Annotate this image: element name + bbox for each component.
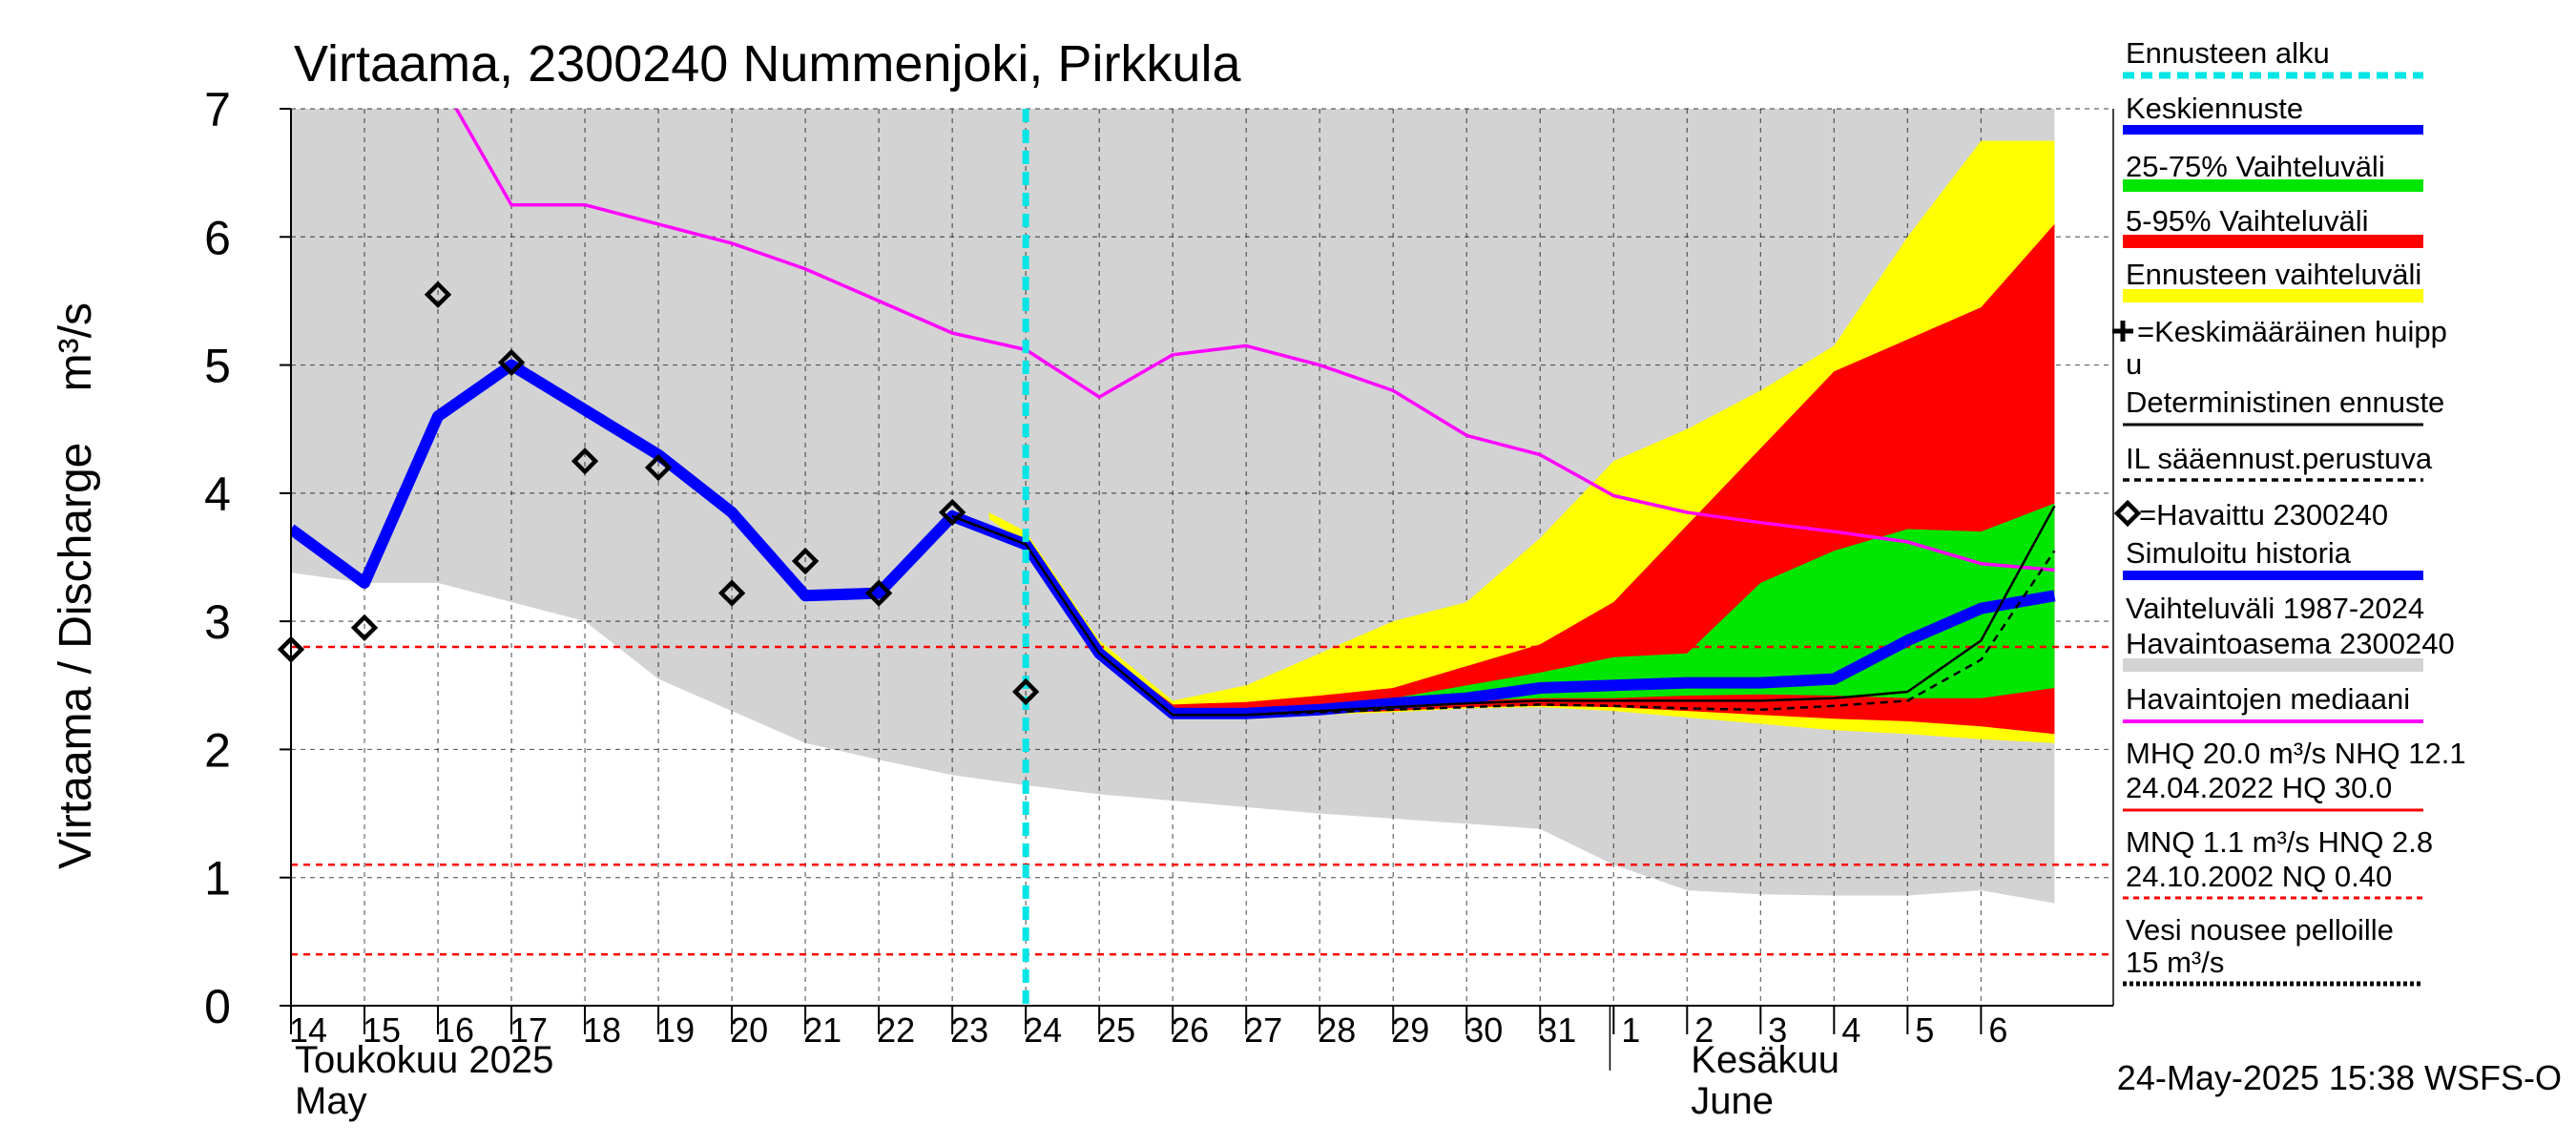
x-tick-label: 21	[803, 1010, 841, 1050]
x-tick-label: 24	[1024, 1010, 1062, 1050]
y-tick-label: 7	[204, 83, 231, 136]
y-tick-label: 3	[204, 595, 231, 649]
legend-label-il: IL sääennust.perustuva	[2126, 442, 2433, 475]
x-tick-label: 26	[1171, 1010, 1209, 1050]
legend-swatch-total	[2123, 289, 2423, 302]
x-tick-label: 18	[583, 1010, 621, 1050]
y-tick-label: 2	[204, 723, 231, 777]
x-tick-label: 15	[363, 1010, 401, 1050]
observed-point	[791, 547, 820, 575]
observed-point	[864, 579, 893, 607]
legend-label-total: Ennusteen vaihteluväli	[2126, 258, 2421, 291]
y-axis-label: Virtaama / Discharge m³/s	[51, 302, 101, 869]
legend-label-simulated: Simuloitu historia	[2126, 536, 2352, 570]
x-tick-label: 29	[1391, 1010, 1429, 1050]
x-tick-label: 14	[289, 1010, 327, 1050]
x-tick-label: 25	[1097, 1010, 1135, 1050]
x-tick-label: 31	[1538, 1010, 1576, 1050]
x-tick-label: 5	[1915, 1010, 1934, 1050]
x-tick-label: 4	[1841, 1010, 1860, 1050]
footer-timestamp: 24-May-2025 15:38 WSFS-O	[2117, 1058, 2562, 1097]
month-label-en: May	[295, 1080, 367, 1122]
y-tick-label: 0	[204, 980, 231, 1033]
legend-label-forecast_start: Ennusteen alku	[2126, 36, 2330, 70]
legend-label-flood-2: 15 m³/s	[2126, 946, 2224, 979]
observed-point	[938, 498, 966, 527]
observed-point	[717, 579, 746, 607]
observed-point	[1011, 677, 1040, 706]
y-tick-label: 5	[204, 340, 231, 393]
x-tick-label: 27	[1244, 1010, 1282, 1050]
legend-swatch-p5-95	[2123, 235, 2423, 248]
x-tick-label: 16	[436, 1010, 474, 1050]
deterministic-forecast-line	[951, 505, 2056, 717]
y-tick-label: 6	[204, 211, 231, 264]
legend-label-peak-2: u	[2126, 347, 2142, 381]
chart-title: Virtaama, 2300240 Nummenjoki, Pirkkula	[294, 35, 1241, 93]
y-tick-label: 4	[204, 468, 231, 521]
x-tick-label: 28	[1318, 1010, 1356, 1050]
observed-point	[644, 453, 673, 482]
legend-label-median: Havaintojen mediaani	[2126, 682, 2410, 716]
legend-label-mean: Keskiennuste	[2126, 92, 2303, 125]
month-label: Toukokuu 2025	[295, 1039, 553, 1081]
il-forecast-line	[1173, 550, 2056, 717]
legend-swatch-observed	[2113, 499, 2142, 528]
legend-label-deterministic: Deterministinen ennuste	[2126, 385, 2444, 419]
x-tick-label: 2	[1694, 1010, 1714, 1050]
month-label: Kesäkuu	[1691, 1039, 1839, 1081]
legend-label-mhq-2: 24.04.2022 HQ 30.0	[2126, 771, 2392, 804]
legend-label-range-2: Havaintoasema 2300240	[2126, 627, 2455, 660]
legend-swatch-p25-75	[2123, 179, 2423, 192]
x-tick-label: 1	[1621, 1010, 1640, 1050]
observed-point	[424, 281, 452, 308]
x-tick-label: 20	[730, 1010, 768, 1050]
legend-swatch-range	[2123, 658, 2423, 672]
p25-75-band	[1026, 503, 2055, 712]
legend-label-range: Vaihteluväli 1987-2024	[2126, 592, 2424, 625]
month-label-en: June	[1691, 1080, 1774, 1122]
observed-point	[571, 448, 599, 475]
legend-label-flood: Vesi nousee pelloille	[2126, 913, 2394, 947]
legend-label-p5_95: 5-95% Vaihteluväli	[2126, 204, 2368, 238]
x-tick-label: 22	[877, 1010, 915, 1050]
legend-label-mhq: MHQ 20.0 m³/s NHQ 12.1	[2126, 737, 2466, 770]
observed-point	[350, 614, 379, 642]
legend-label-peak: =Keskimääräinen huipp	[2137, 315, 2447, 348]
legend-label-observed: =Havaittu 2300240	[2139, 498, 2388, 531]
legend-label-mnq: MNQ 1.1 m³/s HNQ 2.8	[2126, 825, 2433, 859]
x-tick-label: 19	[656, 1010, 695, 1050]
observed-point	[497, 348, 526, 377]
y-tick-label: 1	[204, 852, 231, 906]
x-tick-label: 23	[950, 1010, 988, 1050]
x-tick-label: 6	[1988, 1010, 2007, 1050]
x-tick-label: 30	[1465, 1010, 1503, 1050]
x-tick-label: 17	[509, 1010, 548, 1050]
median-line	[454, 109, 2055, 572]
legend-label-mnq-2: 24.10.2002 NQ 0.40	[2126, 860, 2392, 893]
legend-label-p25_75: 25-75% Vaihteluväli	[2126, 150, 2385, 183]
x-tick-label: 3	[1768, 1010, 1787, 1050]
